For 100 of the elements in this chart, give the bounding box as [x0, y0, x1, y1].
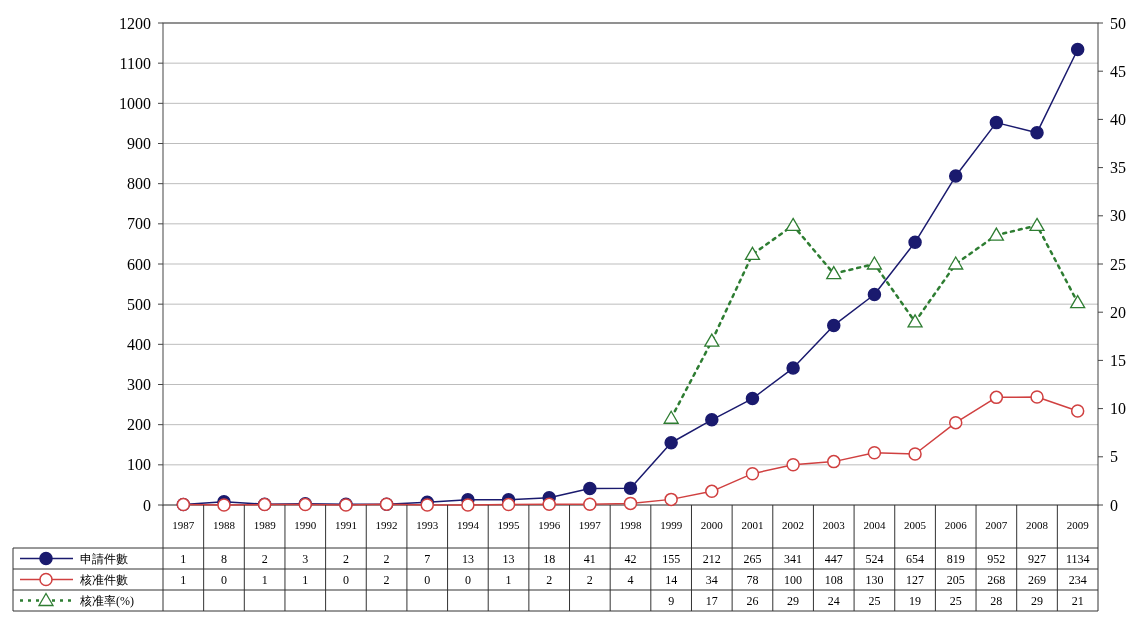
data-label: 234 [1068, 572, 1087, 587]
data-label: 2 [261, 551, 268, 566]
data-label: 1 [180, 551, 187, 566]
y-tick-label: 600 [127, 255, 151, 273]
data-label: 0 [220, 572, 227, 587]
data-label: 2 [586, 572, 593, 587]
data-label: 952 [987, 551, 1006, 566]
legend-label: 核准件數 [79, 572, 128, 587]
y2-tick-label: 45 [1110, 62, 1126, 80]
data-label: 2 [383, 551, 390, 566]
data-label: 2 [546, 572, 553, 587]
data-label: 29 [787, 593, 800, 608]
data-label: 265 [743, 551, 762, 566]
data-label: 654 [906, 551, 925, 566]
y2-tick-label: 35 [1110, 159, 1126, 177]
y-tick-label: 0 [143, 496, 151, 514]
y2-tick-label: 15 [1110, 352, 1126, 369]
y2-tick-label: 0 [1110, 496, 1118, 514]
x-tick-label: 1996 [538, 519, 561, 531]
data-label: 34 [705, 572, 718, 587]
data-label: 21 [1071, 593, 1084, 608]
data-label: 0 [424, 572, 431, 587]
data-label: 41 [583, 551, 596, 566]
data-label: 25 [868, 593, 881, 608]
x-tick-label: 2008 [1026, 519, 1049, 531]
data-label: 447 [824, 551, 843, 566]
data-label: 8 [220, 551, 227, 566]
data-label: 13 [502, 551, 515, 566]
legend-label: 申請件數 [80, 551, 128, 566]
y2-tick-label: 10 [1110, 400, 1126, 418]
data-label: 42 [624, 551, 637, 566]
data-label: 927 [1028, 551, 1047, 566]
y-tick-label: 100 [127, 456, 151, 474]
x-tick-label: 2007 [985, 519, 1008, 531]
y-tick-label: 800 [127, 175, 151, 193]
x-tick-label: 2002 [782, 519, 805, 531]
data-label: 9 [668, 593, 675, 608]
data-label: 7 [424, 551, 431, 566]
x-tick-label: 1990 [294, 519, 317, 531]
data-label: 524 [865, 551, 884, 566]
x-tick-label: 2005 [904, 519, 927, 531]
x-tick-label: 1998 [619, 519, 642, 531]
x-tick-label: 2000 [700, 519, 724, 531]
data-label: 155 [662, 551, 681, 566]
y2-tick-label: 30 [1110, 207, 1126, 225]
legend-label: 核准率(%) [79, 593, 134, 608]
x-tick-label: 1992 [375, 519, 398, 531]
data-label: 127 [906, 572, 925, 587]
data-label: 2 [383, 572, 390, 587]
y2-tick-label: 20 [1110, 303, 1126, 321]
y2-tick-label: 40 [1110, 111, 1126, 128]
y2-tick-label: 5 [1110, 448, 1118, 466]
data-label: 1 [180, 572, 187, 587]
x-tick-label: 1999 [660, 519, 683, 531]
x-tick-label: 1994 [456, 519, 480, 531]
x-tick-label: 1995 [497, 519, 521, 531]
data-label: 0 [464, 572, 471, 587]
x-tick-label: 1987 [172, 519, 195, 531]
y-tick-label: 700 [127, 215, 151, 233]
y-tick-label: 1200 [119, 14, 151, 32]
data-label: 13 [461, 551, 474, 566]
data-label: 1 [505, 572, 512, 587]
y-tick-label: 1100 [119, 54, 151, 72]
data-label: 4 [627, 572, 634, 587]
y2-tick-label: 50 [1110, 14, 1126, 32]
y-tick-label: 200 [127, 416, 151, 434]
data-label: 19 [909, 593, 922, 608]
x-tick-label: 2009 [1066, 519, 1090, 531]
x-tick-label: 1988 [212, 519, 236, 531]
x-tick-label: 1991 [334, 519, 357, 531]
data-label: 269 [1028, 572, 1047, 587]
data-label: 24 [827, 593, 840, 608]
data-label: 26 [746, 593, 759, 608]
y-tick-label: 400 [127, 335, 151, 353]
data-label: 341 [784, 551, 803, 566]
data-label: 14 [665, 572, 678, 587]
x-tick-label: 1997 [578, 519, 602, 531]
x-tick-label: 1989 [253, 519, 277, 531]
data-label: 29 [1031, 593, 1044, 608]
data-label: 1134 [1065, 551, 1090, 566]
x-tick-label: 2006 [944, 519, 968, 531]
y-tick-label: 300 [127, 376, 151, 394]
data-label: 100 [784, 572, 803, 587]
x-tick-label: 2004 [863, 519, 886, 531]
data-label: 28 [990, 593, 1003, 608]
y-tick-label: 900 [127, 135, 151, 153]
data-label: 268 [987, 572, 1006, 587]
data-label: 212 [702, 551, 721, 566]
data-label: 130 [865, 572, 884, 587]
data-label: 1 [261, 572, 268, 587]
x-tick-label: 2001 [741, 519, 764, 531]
data-label: 108 [824, 572, 843, 587]
data-label: 819 [946, 551, 965, 566]
data-label: 0 [342, 572, 349, 587]
x-tick-label: 1993 [416, 519, 439, 531]
data-label: 1 [302, 572, 309, 587]
x-tick-label: 2003 [822, 519, 846, 531]
y-tick-label: 1000 [119, 94, 151, 112]
data-label: 2 [342, 551, 349, 566]
data-label: 3 [302, 551, 309, 566]
